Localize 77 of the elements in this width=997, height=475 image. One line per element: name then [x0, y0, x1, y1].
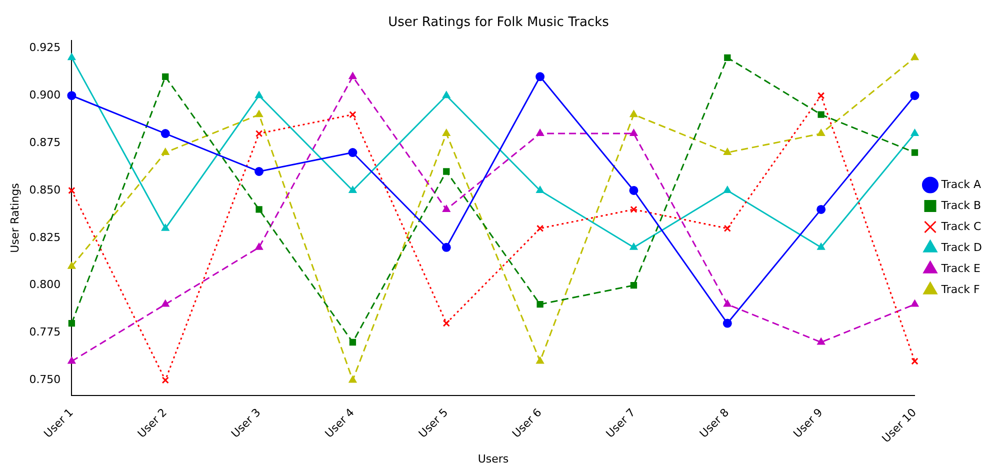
point [349, 111, 356, 118]
point [68, 356, 76, 364]
point [68, 186, 76, 194]
point [442, 320, 450, 327]
point [536, 224, 544, 232]
y-tick-label: 0.775 [29, 326, 61, 339]
point [536, 356, 544, 364]
point [630, 282, 638, 289]
point [630, 242, 638, 250]
point [818, 92, 825, 100]
y-tick-label: 0.750 [29, 373, 61, 386]
y-tick-label: 0.825 [29, 230, 61, 244]
point [348, 376, 357, 383]
point [348, 148, 358, 158]
point [723, 300, 732, 307]
point [161, 300, 170, 307]
point [816, 204, 826, 214]
point [910, 53, 919, 60]
y-tick-label: 0.875 [29, 136, 61, 149]
point [162, 376, 169, 384]
point [911, 358, 918, 365]
point [442, 204, 450, 212]
point [536, 72, 545, 82]
point [910, 129, 919, 136]
point [442, 91, 450, 98]
point [255, 91, 263, 98]
y-tick-label: 0.925 [29, 41, 61, 54]
point [817, 242, 826, 250]
y-axis-title: User Ratings [8, 182, 22, 253]
point [910, 91, 920, 100]
point [630, 206, 638, 214]
point [348, 72, 357, 80]
point [255, 110, 263, 118]
legend-label: Track A [940, 178, 982, 191]
point [442, 242, 451, 252]
y-tick-label: 0.850 [29, 183, 61, 196]
legend-label: Track E [940, 262, 981, 275]
point [724, 54, 731, 62]
point [160, 129, 170, 138]
point [536, 186, 544, 193]
point [629, 186, 638, 195]
point [723, 148, 732, 156]
point [349, 338, 356, 346]
x-axis-title: Users [478, 452, 509, 466]
point [910, 300, 919, 307]
y-tick-label: 0.800 [29, 278, 61, 292]
point [68, 320, 76, 327]
point [630, 110, 638, 118]
point [255, 130, 263, 138]
point [442, 129, 450, 136]
legend-label: Track D [940, 240, 982, 254]
point [161, 224, 170, 231]
point [348, 186, 357, 193]
point [630, 129, 638, 136]
point [817, 129, 826, 136]
point [723, 186, 732, 193]
point [161, 148, 170, 156]
point [817, 338, 826, 345]
chart-title: User Ratings for Folk Music Tracks [388, 15, 610, 30]
point [911, 149, 918, 156]
point [724, 224, 731, 232]
legend-label: Track F [940, 282, 980, 296]
point [536, 300, 544, 308]
point [68, 262, 76, 269]
point [443, 168, 450, 175]
point [536, 129, 544, 136]
point [254, 167, 264, 176]
point [255, 242, 263, 250]
y-tick-label: 0.900 [29, 88, 61, 102]
point [722, 318, 732, 328]
legend-label: Track C [940, 220, 982, 233]
point [67, 91, 76, 100]
point [68, 53, 76, 60]
point [162, 73, 169, 80]
point [256, 206, 262, 213]
legend-label: Track B [940, 198, 982, 212]
point [818, 111, 824, 118]
